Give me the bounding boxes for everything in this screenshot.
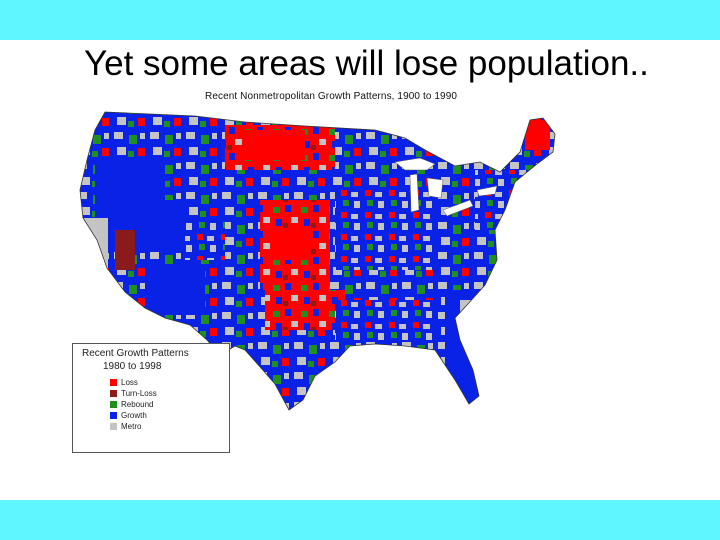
legend-item-rebound: Rebound bbox=[110, 399, 153, 410]
legend-label: Loss bbox=[121, 378, 138, 387]
map-legend: Recent Growth Patterns 1980 to 1998 Loss… bbox=[72, 343, 230, 453]
us-outline bbox=[79, 111, 556, 411]
lake-michigan bbox=[409, 173, 420, 213]
legend-swatch-rebound bbox=[110, 401, 117, 408]
legend-swatch-growth bbox=[110, 412, 117, 419]
lake-erie bbox=[442, 199, 474, 217]
legend-item-growth: Growth bbox=[110, 410, 147, 421]
legend-label: Turn-Loss bbox=[121, 389, 157, 398]
lake-huron bbox=[426, 177, 444, 199]
legend-label: Growth bbox=[121, 411, 147, 420]
legend-item-turn-loss: Turn-Loss bbox=[110, 388, 157, 399]
legend-item-metro: Metro bbox=[110, 421, 141, 432]
legend-swatch-metro bbox=[110, 423, 117, 430]
legend-swatch-loss bbox=[110, 379, 117, 386]
legend-title: Recent Growth Patterns bbox=[82, 348, 189, 359]
legend-swatch-turn-loss bbox=[110, 390, 117, 397]
lake-superior bbox=[394, 157, 436, 171]
legend-label: Metro bbox=[121, 422, 142, 431]
legend-subtitle: 1980 to 1998 bbox=[103, 361, 162, 372]
legend-item-loss: Loss bbox=[110, 377, 138, 388]
map-title: Recent Nonmetropolitan Growth Patterns, … bbox=[205, 91, 458, 102]
slide-title: Yet some areas will lose population.. bbox=[84, 44, 649, 83]
bottom-color-band bbox=[0, 500, 720, 540]
lake-ontario bbox=[476, 185, 498, 197]
top-color-band bbox=[0, 0, 720, 40]
legend-label: Rebound bbox=[121, 400, 154, 409]
